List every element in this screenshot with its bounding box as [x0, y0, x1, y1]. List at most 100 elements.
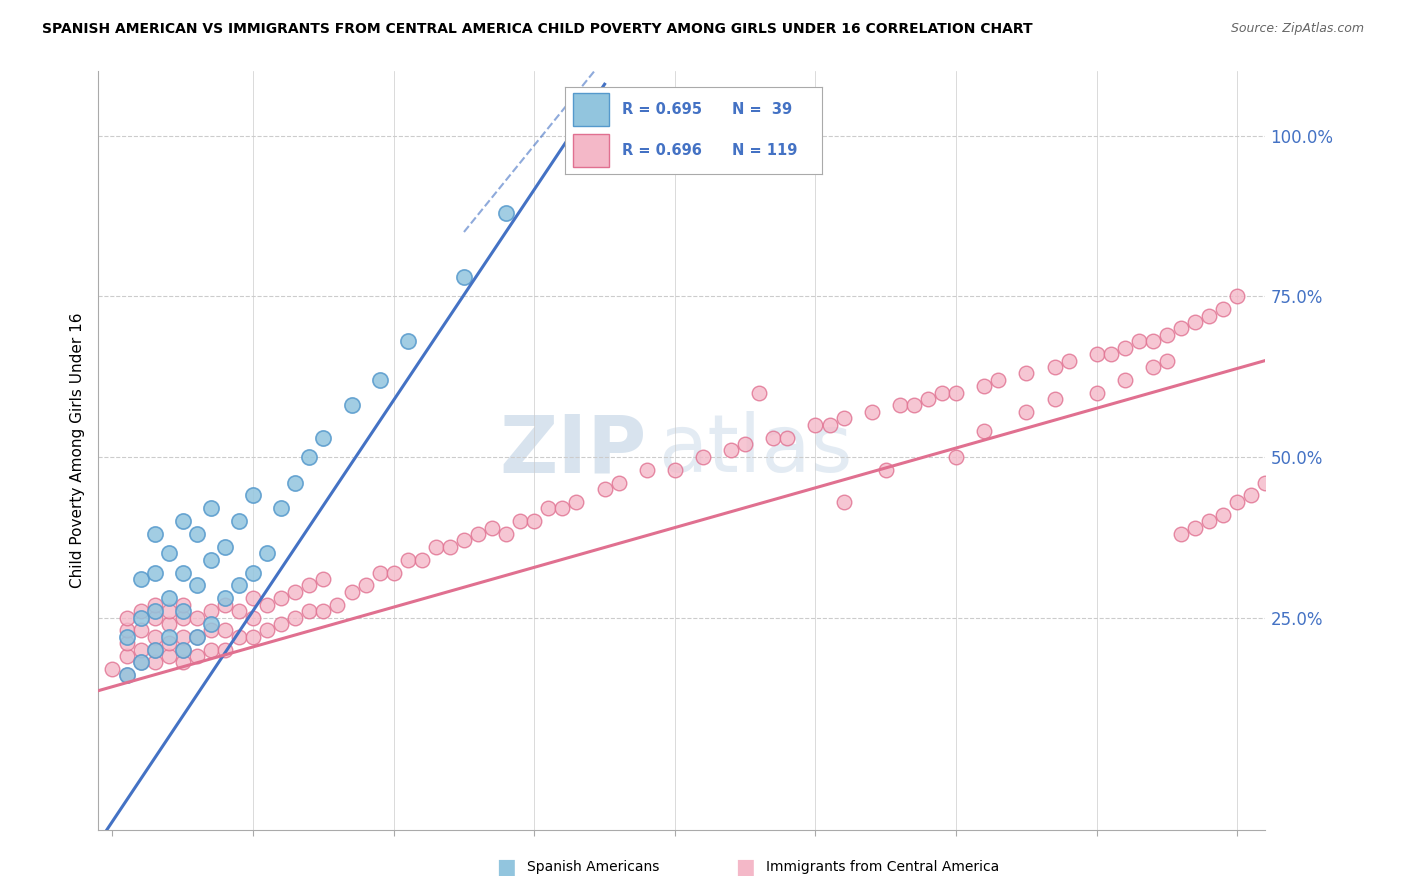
- Point: [172, 514, 194, 528]
- Point: [228, 630, 250, 644]
- Point: [945, 450, 967, 464]
- Point: [129, 624, 152, 638]
- Point: [326, 598, 349, 612]
- Point: [1226, 495, 1249, 509]
- Point: [101, 662, 124, 676]
- Point: [1142, 334, 1164, 349]
- Point: [270, 616, 292, 631]
- Point: [157, 591, 180, 606]
- Point: [917, 392, 939, 406]
- Point: [1128, 334, 1150, 349]
- Point: [115, 630, 138, 644]
- Point: [776, 431, 799, 445]
- Point: [565, 495, 588, 509]
- Point: [340, 399, 363, 413]
- Point: [1099, 347, 1122, 361]
- Point: [186, 610, 208, 624]
- Point: [200, 501, 222, 516]
- Point: [804, 417, 827, 432]
- Point: [312, 431, 335, 445]
- Point: [411, 552, 433, 566]
- Point: [115, 610, 138, 624]
- Point: [256, 598, 278, 612]
- Point: [200, 642, 222, 657]
- Point: [832, 411, 855, 425]
- Point: [242, 610, 264, 624]
- Point: [115, 668, 138, 682]
- Point: [832, 495, 855, 509]
- Point: [1043, 359, 1066, 374]
- Point: [186, 630, 208, 644]
- Point: [143, 610, 166, 624]
- Point: [172, 566, 194, 580]
- Point: [734, 437, 756, 451]
- Point: [228, 578, 250, 592]
- Point: [664, 463, 686, 477]
- Point: [157, 604, 180, 618]
- Point: [284, 475, 307, 490]
- Point: [425, 540, 447, 554]
- Point: [115, 649, 138, 664]
- Point: [1184, 315, 1206, 329]
- Point: [298, 450, 321, 464]
- Point: [509, 514, 531, 528]
- Point: [228, 604, 250, 618]
- Point: [453, 270, 475, 285]
- Point: [495, 205, 517, 219]
- Point: [115, 624, 138, 638]
- Point: [242, 488, 264, 502]
- Point: [270, 501, 292, 516]
- Point: [1114, 373, 1136, 387]
- Point: [860, 405, 883, 419]
- Point: [875, 463, 897, 477]
- Point: [200, 624, 222, 638]
- Text: Immigrants from Central America: Immigrants from Central America: [766, 860, 1000, 874]
- Point: [762, 431, 785, 445]
- Point: [298, 578, 321, 592]
- Point: [172, 610, 194, 624]
- Point: [312, 604, 335, 618]
- Point: [186, 630, 208, 644]
- Point: [1043, 392, 1066, 406]
- Point: [1254, 475, 1277, 490]
- Point: [382, 566, 405, 580]
- Point: [143, 604, 166, 618]
- Point: [214, 540, 236, 554]
- Point: [228, 514, 250, 528]
- Point: [172, 642, 194, 657]
- Point: [256, 624, 278, 638]
- Point: [186, 527, 208, 541]
- Point: [396, 334, 419, 349]
- Point: [889, 399, 911, 413]
- Point: [200, 604, 222, 618]
- Point: [453, 533, 475, 548]
- Point: [298, 604, 321, 618]
- Point: [256, 546, 278, 560]
- Point: [1057, 353, 1080, 368]
- Point: [157, 630, 180, 644]
- Point: [242, 591, 264, 606]
- Point: [720, 443, 742, 458]
- Point: [551, 501, 574, 516]
- Point: [1156, 327, 1178, 342]
- Point: [439, 540, 461, 554]
- Point: [565, 141, 588, 155]
- Point: [537, 501, 560, 516]
- Point: [129, 656, 152, 670]
- Point: [172, 642, 194, 657]
- Text: atlas: atlas: [658, 411, 853, 490]
- Text: SPANISH AMERICAN VS IMMIGRANTS FROM CENTRAL AMERICA CHILD POVERTY AMONG GIRLS UN: SPANISH AMERICAN VS IMMIGRANTS FROM CENT…: [42, 22, 1033, 37]
- Point: [129, 572, 152, 586]
- Point: [973, 424, 995, 438]
- Point: [818, 417, 841, 432]
- Point: [143, 630, 166, 644]
- Point: [242, 566, 264, 580]
- Point: [284, 610, 307, 624]
- Point: [129, 656, 152, 670]
- Point: [1212, 508, 1234, 522]
- Point: [748, 385, 770, 400]
- Point: [1198, 514, 1220, 528]
- Text: ZIP: ZIP: [499, 411, 647, 490]
- Point: [396, 552, 419, 566]
- Point: [172, 630, 194, 644]
